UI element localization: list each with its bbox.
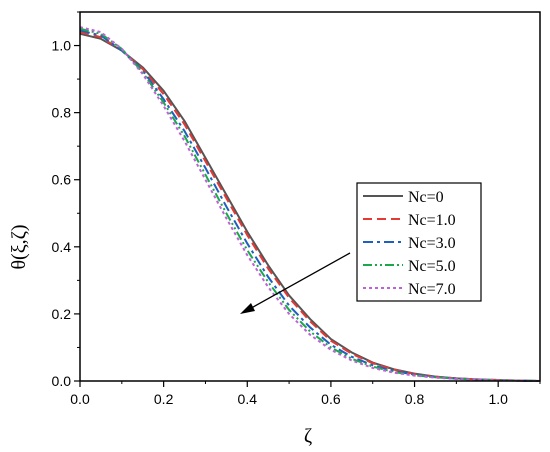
axes-layer: 0.0 0.2 0.4 0.6 0.8 1.0 0.0 0.2 0.4 0.6 0.8 1.0	[52, 11, 541, 407]
y-tick-label: 0.4	[52, 239, 72, 255]
y-tick-label: 1.0	[52, 38, 72, 54]
series-line-4	[79, 26, 541, 382]
x-tick-label: 0.4	[238, 391, 258, 407]
x-tick-label: 0.8	[405, 391, 425, 407]
y-axis-title: θ(ξ,ζ)	[8, 224, 30, 269]
y-tick-label: 0.0	[52, 373, 72, 389]
x-tick-label: 0.2	[154, 391, 174, 407]
legend-label: Nc=1.0	[408, 212, 456, 229]
arrow-head	[240, 303, 255, 314]
y-tick-label: 0.8	[52, 105, 72, 121]
x-tick-label: 0.0	[70, 391, 90, 407]
plot-frame	[79, 11, 541, 382]
x-tick-label: 0.6	[321, 391, 341, 407]
x-tick-label: 1.0	[488, 391, 508, 407]
legend: Nc=0 Nc=1.0 Nc=3.0 Nc=5.0 Nc=7.0	[356, 182, 482, 302]
x-axis-title: ζ	[304, 425, 312, 447]
legend-label: Nc=7.0	[408, 281, 456, 298]
legend-label: Nc=3.0	[408, 235, 456, 252]
y-tick-label: 0.6	[52, 172, 72, 188]
curves-layer	[79, 26, 541, 382]
y-tick-label: 0.2	[52, 306, 72, 322]
legend-label: Nc=5.0	[408, 258, 456, 275]
annotation-arrow	[240, 252, 351, 314]
legend-label: Nc=0	[408, 189, 444, 206]
arrow-shaft	[245, 252, 351, 312]
